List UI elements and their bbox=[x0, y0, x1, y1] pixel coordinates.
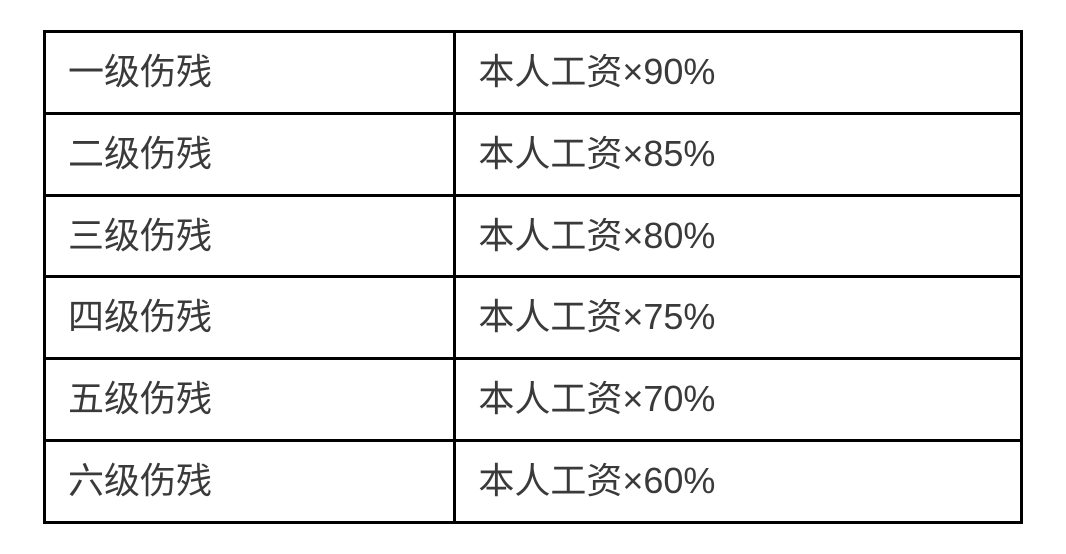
table-row: 四级伤残 本人工资×75% bbox=[45, 277, 1022, 359]
allowance-formula-cell: 本人工资×85% bbox=[455, 113, 1022, 195]
allowance-formula-cell: 本人工资×90% bbox=[455, 32, 1022, 114]
allowance-formula-cell: 本人工资×70% bbox=[455, 359, 1022, 441]
disability-level-cell: 五级伤残 bbox=[45, 359, 455, 441]
disability-level-cell: 一级伤残 bbox=[45, 32, 455, 114]
table-row: 六级伤残 本人工资×60% bbox=[45, 440, 1022, 522]
disability-level-cell: 二级伤残 bbox=[45, 113, 455, 195]
disability-level-cell: 三级伤残 bbox=[45, 195, 455, 277]
disability-level-cell: 四级伤残 bbox=[45, 277, 455, 359]
disability-level-cell: 六级伤残 bbox=[45, 440, 455, 522]
disability-allowance-table: 一级伤残 本人工资×90% 二级伤残 本人工资×85% 三级伤残 本人工资×80… bbox=[43, 30, 1023, 524]
disability-allowance-table-container: 一级伤残 本人工资×90% 二级伤残 本人工资×85% 三级伤残 本人工资×80… bbox=[43, 30, 1023, 524]
table-row: 三级伤残 本人工资×80% bbox=[45, 195, 1022, 277]
allowance-formula-cell: 本人工资×80% bbox=[455, 195, 1022, 277]
allowance-formula-cell: 本人工资×75% bbox=[455, 277, 1022, 359]
table-row: 一级伤残 本人工资×90% bbox=[45, 32, 1022, 114]
allowance-formula-cell: 本人工资×60% bbox=[455, 440, 1022, 522]
table-row: 二级伤残 本人工资×85% bbox=[45, 113, 1022, 195]
table-row: 五级伤残 本人工资×70% bbox=[45, 359, 1022, 441]
